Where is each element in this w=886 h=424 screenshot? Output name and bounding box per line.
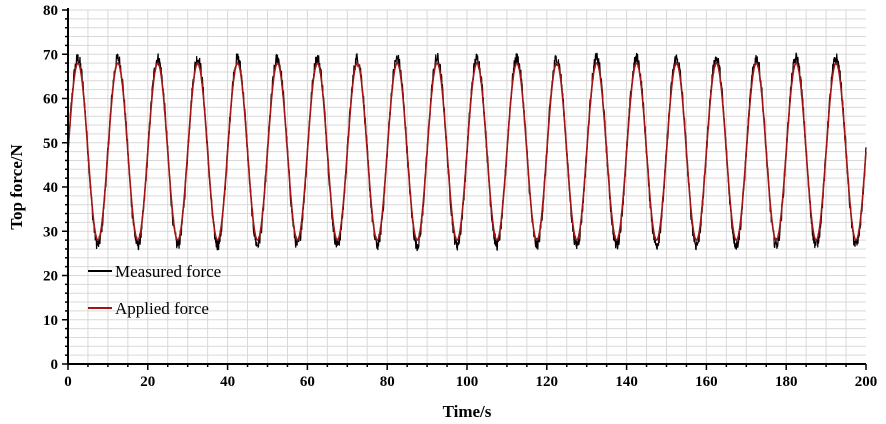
y-axis-title: Top force/N <box>7 144 26 230</box>
y-tick-label: 70 <box>43 47 58 63</box>
y-tick-label: 20 <box>43 269 58 285</box>
x-tick-label: 0 <box>64 374 72 390</box>
y-tick-label: 50 <box>43 136 58 152</box>
series-applied-force-line <box>67 62 867 241</box>
legend: Measured force Applied force <box>88 262 221 318</box>
x-tick-label: 140 <box>615 374 638 390</box>
x-tick-label: 200 <box>855 374 878 390</box>
legend-label-measured-force: Measured force <box>115 262 221 281</box>
legend-label-applied-force: Applied force <box>115 299 209 318</box>
x-tick-label: 160 <box>695 374 718 390</box>
x-tick-label: 40 <box>220 374 235 390</box>
y-tick-label: 80 <box>43 3 58 19</box>
y-tick-label: 0 <box>51 357 59 373</box>
y-tick-label: 60 <box>43 92 58 108</box>
y-tick-label: 10 <box>43 313 58 329</box>
x-tick-label: 60 <box>300 374 315 390</box>
x-tick-label: 120 <box>536 374 559 390</box>
x-tick-label: 100 <box>456 374 479 390</box>
tick-labels: 0 10 20 30 40 50 60 70 80 0 20 40 60 80 100 120 140 160 18… <box>43 3 877 390</box>
x-tick-label: 80 <box>380 374 395 390</box>
y-tick-label: 40 <box>43 180 58 196</box>
series-layer <box>67 52 867 252</box>
grid-lines <box>68 9 866 364</box>
y-tick-label: 30 <box>43 224 58 240</box>
axes <box>62 8 867 370</box>
x-tick-label: 20 <box>140 374 155 390</box>
x-axis-title: Time/s <box>443 402 492 421</box>
x-tick-label: 180 <box>775 374 798 390</box>
